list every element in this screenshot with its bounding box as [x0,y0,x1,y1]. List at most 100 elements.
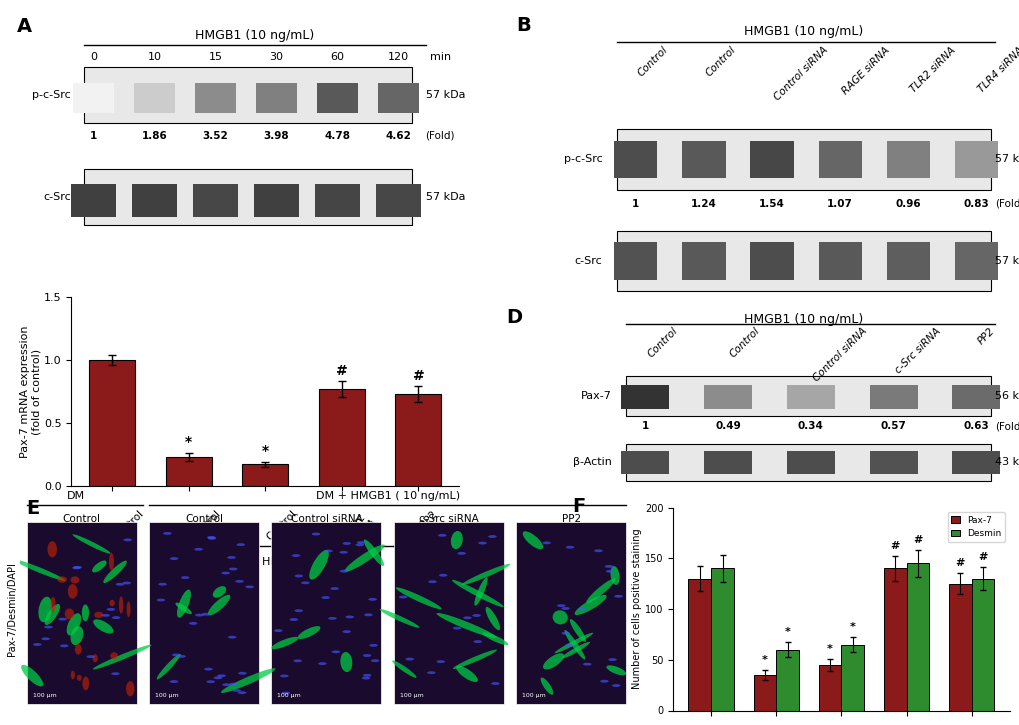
Text: Control siRNA: Control siRNA [810,326,867,384]
Ellipse shape [66,613,82,636]
Text: TLR4 siRNA: TLR4 siRNA [975,45,1019,94]
Bar [131,184,176,218]
Ellipse shape [570,619,586,642]
Circle shape [428,580,436,583]
Ellipse shape [474,577,487,605]
Bar [703,451,751,473]
Text: Pax-7/Desmin/DAPI: Pax-7/Desmin/DAPI [7,562,17,656]
Bar [775,650,799,710]
Ellipse shape [177,589,191,618]
Bar [710,568,734,710]
Circle shape [331,650,340,653]
Text: 0.96: 0.96 [895,199,920,209]
Circle shape [293,660,302,662]
Bar [882,568,906,710]
Ellipse shape [451,580,503,607]
Circle shape [452,626,461,629]
Ellipse shape [485,607,499,630]
Circle shape [599,680,608,683]
Bar [750,242,793,280]
Text: 100 μm: 100 μm [155,693,178,698]
Text: 57 kDa: 57 kDa [425,91,465,100]
Circle shape [228,636,236,639]
Circle shape [301,581,310,584]
Bar [149,522,259,705]
Ellipse shape [213,586,226,597]
Circle shape [330,587,338,590]
Circle shape [605,570,613,573]
Text: 57 kDa: 57 kDa [995,154,1019,165]
Bar [395,394,441,486]
Bar [193,184,237,218]
Text: Control: Control [728,326,761,360]
Text: c-Src: c-Src [43,192,71,202]
Bar [516,522,626,705]
Circle shape [280,674,288,677]
Text: 0.57: 0.57 [879,421,906,431]
Circle shape [157,599,165,602]
Text: 100 μm: 100 μm [33,693,56,698]
Bar [393,522,503,705]
Circle shape [357,541,365,544]
Text: 0.63: 0.63 [962,421,988,431]
Circle shape [478,542,486,544]
Text: Control: Control [189,508,222,542]
Bar [256,83,297,113]
Text: 0: 0 [90,52,97,62]
Circle shape [607,658,616,661]
Ellipse shape [344,544,384,572]
Text: *: * [849,622,855,632]
Circle shape [613,594,623,597]
Ellipse shape [564,630,585,660]
Circle shape [42,637,50,640]
Circle shape [235,580,244,583]
Text: #: # [890,541,899,551]
Ellipse shape [82,605,89,621]
Y-axis label: Number of cells positive staining: Number of cells positive staining [632,529,642,689]
Text: 4.78: 4.78 [324,130,351,141]
Circle shape [312,533,320,536]
Ellipse shape [70,671,75,679]
Ellipse shape [50,597,56,613]
Ellipse shape [76,675,82,681]
Bar [26,522,137,705]
Text: 0.49: 0.49 [714,421,740,431]
Circle shape [221,571,229,574]
Text: 1.86: 1.86 [142,130,167,141]
Text: HMGB1 (10 ng/mL): HMGB1 (10 ng/mL) [743,25,862,38]
Bar [71,184,116,218]
Bar [786,385,834,409]
Ellipse shape [450,531,463,550]
Bar [971,579,994,710]
Text: 1: 1 [641,421,648,431]
Ellipse shape [109,600,115,606]
Circle shape [368,598,377,601]
Text: Control
siRNA: Control siRNA [265,508,307,550]
Circle shape [473,640,482,643]
Text: 1.54: 1.54 [758,199,785,209]
Circle shape [565,644,573,647]
Ellipse shape [94,612,103,618]
Text: DM: DM [66,492,85,502]
Bar [753,675,775,710]
Circle shape [604,565,612,568]
Bar [786,451,834,473]
Circle shape [566,546,574,549]
Text: HMGB1 (10 ng/mL): HMGB1 (10 ng/mL) [262,558,368,568]
Circle shape [194,548,203,551]
Ellipse shape [379,609,419,628]
Bar [954,242,997,280]
Circle shape [236,543,245,546]
Text: F: F [572,497,585,516]
Text: (Fold): (Fold) [995,421,1019,431]
Bar [315,184,360,218]
Circle shape [169,680,178,683]
Circle shape [398,596,407,598]
Text: (Fold): (Fold) [995,199,1019,209]
Text: #: # [977,552,986,563]
Bar [378,83,419,113]
Ellipse shape [175,602,192,614]
Text: 57 kDa: 57 kDa [995,256,1019,266]
Bar [688,579,710,710]
Ellipse shape [609,566,619,585]
